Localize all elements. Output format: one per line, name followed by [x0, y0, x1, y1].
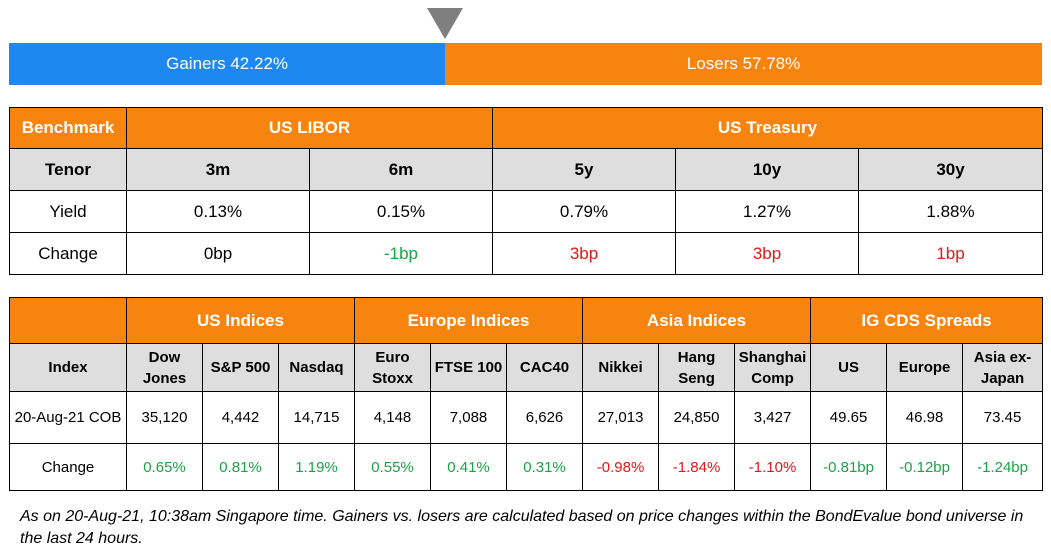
index-change: -0.12bp [886, 443, 964, 491]
gainers-segment: Gainers 42.22% [9, 43, 446, 85]
gainers-label: Gainers 42.22% [166, 54, 289, 73]
index-value: 4,148 [354, 391, 431, 444]
index-value: 24,850 [658, 391, 736, 444]
index-value: 46.98 [886, 391, 964, 444]
index-value: 27,013 [582, 391, 660, 444]
index-change: -0.98% [582, 443, 660, 491]
losers-label: Losers 57.78% [686, 54, 801, 73]
tenor-cell: 10y [675, 148, 860, 191]
index-change: -1.10% [734, 443, 812, 491]
index-column-header: Euro Stoxx [354, 343, 431, 392]
europe-indices-header: Europe Indices [353, 297, 584, 344]
index-change: 0.31% [505, 443, 584, 491]
footnote: As on 20-Aug-21, 10:38am Singapore time.… [20, 508, 1024, 547]
index-value: 3,427 [734, 391, 812, 444]
yield-cell: 0.13% [126, 190, 310, 233]
change-cell: -1bp [308, 232, 494, 275]
ig-cds-spreads-header: IG CDS Spreads [810, 297, 1044, 344]
yield-cell: 0.15% [308, 190, 494, 233]
change-cell: 1bp [858, 232, 1044, 275]
index-column-header: Hang Seng [658, 343, 736, 392]
index-column-header: Nikkei [582, 343, 660, 392]
change-label: Change [9, 443, 127, 491]
tenor-cell: 3m [126, 148, 310, 191]
us-libor-header: US LIBOR [125, 107, 494, 149]
index-value: 14,715 [278, 391, 355, 444]
change-cell: 3bp [492, 232, 677, 275]
market-breadth-bar: Gainers 42.22% Losers 57.78% [9, 43, 1042, 85]
index-column-header: CAC40 [505, 343, 584, 392]
indices-table: US Indices Europe Indices Asia Indices I… [9, 297, 1044, 491]
index-value: 7,088 [430, 391, 507, 444]
rates-table: Benchmark US LIBOR US Treasury Tenor 3m … [9, 107, 1044, 275]
tenor-cell: 30y [858, 148, 1044, 191]
index-value: 49.65 [810, 391, 888, 444]
change-cell: 0bp [126, 232, 310, 275]
yield-cell: 1.27% [675, 190, 860, 233]
index-column-header: Asia ex- Japan [962, 343, 1044, 392]
index-change: 0.65% [126, 443, 203, 491]
change-label: Change [9, 232, 127, 275]
index-column-header: Dow Jones [126, 343, 203, 392]
yield-cell: 1.88% [858, 190, 1044, 233]
index-label: Index [9, 343, 127, 392]
us-treasury-header: US Treasury [492, 107, 1044, 149]
index-value: 73.45 [962, 391, 1044, 444]
cob-label: 20-Aug-21 COB [9, 391, 127, 444]
index-change: -1.84% [658, 443, 736, 491]
change-cell: 3bp [675, 232, 860, 275]
asia-indices-header: Asia Indices [582, 297, 812, 344]
index-column-header: Nasdaq [278, 343, 355, 392]
index-column-header: Shanghai Comp [734, 343, 812, 392]
index-change: 0.81% [202, 443, 279, 491]
yield-label: Yield [9, 190, 127, 233]
benchmark-header: Benchmark [9, 107, 127, 149]
yield-cell: 0.79% [492, 190, 677, 233]
breadth-pointer-icon [427, 8, 464, 39]
index-column-header: S&P 500 [202, 343, 279, 392]
us-indices-header: US Indices [126, 297, 355, 344]
index-change: 0.41% [430, 443, 507, 491]
losers-segment: Losers 57.78% [445, 43, 1042, 85]
index-value: 4,442 [202, 391, 279, 444]
index-value: 35,120 [126, 391, 203, 444]
index-column-header: Europe [886, 343, 964, 392]
index-change: 0.55% [354, 443, 431, 491]
index-column-header: US [810, 343, 888, 392]
corner-header-blank [9, 297, 127, 344]
index-change: -0.81bp [810, 443, 888, 491]
tenor-cell: 6m [308, 148, 494, 191]
index-change: 1.19% [278, 443, 355, 491]
tenor-label: Tenor [9, 148, 127, 191]
tenor-cell: 5y [492, 148, 677, 191]
index-change: -1.24bp [962, 443, 1044, 491]
index-column-header: FTSE 100 [430, 343, 507, 392]
index-value: 6,626 [505, 391, 584, 444]
